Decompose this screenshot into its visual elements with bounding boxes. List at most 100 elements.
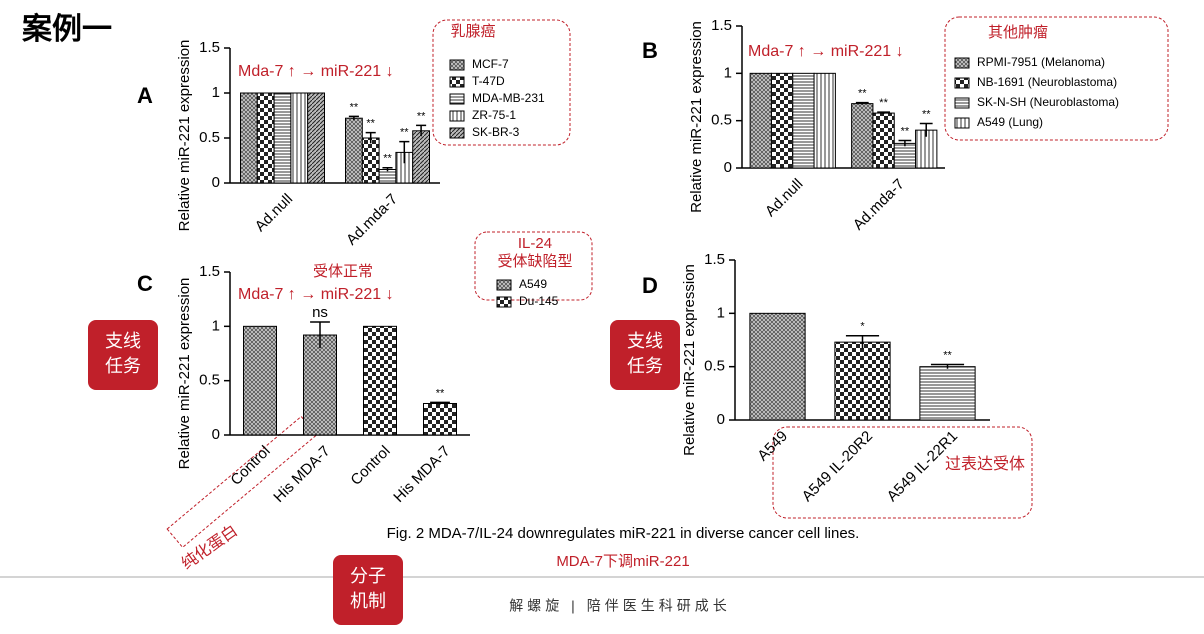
error-bar [877, 111, 890, 115]
bar [378, 169, 397, 184]
panel-label: A [137, 83, 153, 108]
bar [303, 334, 337, 436]
badge-text: 机制 [350, 591, 386, 611]
legend-swatch [449, 59, 465, 71]
error-bar [310, 321, 330, 349]
significance: ** [417, 110, 426, 122]
y-tick-label: 1.5 [199, 263, 220, 280]
legend-label: ZR-75-1 [472, 108, 516, 122]
bar [893, 142, 917, 169]
badge-text: 支线 [627, 331, 663, 351]
y-tick-label: 1 [724, 64, 732, 81]
significance: * [860, 321, 865, 333]
legend-title: 乳腺癌 [450, 23, 495, 40]
bar [240, 92, 258, 184]
error-bar [365, 131, 376, 144]
badge-text: 分子 [350, 566, 386, 586]
y-tick-label: 0 [717, 411, 725, 428]
legend-swatch [449, 110, 465, 122]
y-tick-label: 1 [717, 304, 725, 321]
bar [813, 72, 836, 169]
x-tick-label: Ad.null [252, 191, 296, 235]
badge-text: 任务 [627, 356, 663, 376]
x-tick-label: His MDA-7 [390, 443, 453, 506]
note-frame [772, 426, 1033, 519]
bar [749, 312, 806, 421]
x-tick-label: Control [227, 443, 273, 489]
legend-swatch [449, 76, 465, 88]
y-tick-label: 0 [724, 159, 732, 176]
bar [273, 92, 292, 184]
x-tick-label: Ad.mda-7 [850, 176, 908, 234]
legend-label: RPMI-7951 (Melanoma) [977, 55, 1105, 69]
y-tick-label: 0.5 [711, 112, 732, 129]
legend-label: A549 [519, 277, 547, 291]
y-tick-label: 1.5 [199, 39, 220, 56]
significance: ** [922, 108, 931, 120]
panel-label: C [137, 271, 153, 296]
significance: ** [901, 125, 910, 137]
x-tick-label: Ad.null [762, 176, 806, 220]
legend-frame [474, 231, 593, 301]
legend-label: A549 (Lung) [977, 115, 1043, 129]
legend-swatch [954, 77, 970, 89]
error-bar [430, 401, 450, 405]
y-tick-label: 1 [212, 84, 220, 101]
bar [792, 72, 815, 169]
bar [872, 112, 895, 169]
subcaption: MDA-7下调miR-221 [556, 553, 689, 570]
bar [345, 117, 363, 184]
significance: ** [943, 349, 952, 361]
y-axis-label: Relative miR-221 expression [688, 21, 705, 213]
note: 纯化蛋白 [178, 522, 241, 573]
legend-label: SK-N-SH (Neuroblastoma) [977, 95, 1119, 109]
bar [363, 325, 397, 436]
annotation: Mda-7 ↑ → miR-221 ↓ [748, 43, 904, 60]
note: 过表达受体 [945, 455, 1025, 473]
annotation: Mda-7 ↑ → miR-221 ↓ [238, 286, 394, 303]
error-bar [898, 139, 912, 147]
y-tick-label: 0.5 [199, 129, 220, 146]
bar [307, 92, 326, 184]
caption: Fig. 2 MDA-7/IL-24 downregulates miR-221… [387, 525, 860, 542]
bar [290, 92, 309, 184]
y-axis-label: Relative miR-221 expression [681, 264, 698, 456]
significance: ns [312, 304, 328, 321]
bar [770, 72, 794, 169]
significance: ** [366, 118, 375, 130]
badge-text: 支线 [105, 331, 141, 351]
legend-label: SK-BR-3 [472, 125, 520, 139]
bar [243, 325, 277, 436]
error-bar [855, 101, 869, 105]
bar [851, 103, 874, 169]
error-bar [930, 363, 965, 369]
error-bar [919, 122, 933, 137]
bar [361, 137, 380, 184]
badge [610, 320, 680, 390]
legend-title: IL-24 [518, 235, 552, 252]
y-axis-label: Relative miR-221 expression [176, 40, 193, 232]
x-tick-label: Control [347, 443, 393, 489]
annotation: Mda-7 ↑ → miR-221 ↓ [238, 63, 394, 80]
bar [256, 92, 275, 184]
badge-text: 任务 [105, 356, 141, 376]
significance: ** [350, 101, 359, 113]
y-tick-label: 1.5 [704, 251, 725, 268]
significance: ** [383, 153, 392, 165]
legend-label: MDA-MB-231 [472, 91, 545, 105]
legend-label: T-47D [472, 74, 505, 88]
badge [88, 320, 158, 390]
x-tick-label: Ad.mda-7 [343, 191, 401, 249]
error-bar [845, 334, 880, 349]
y-tick-label: 0 [212, 174, 220, 191]
significance: ** [436, 387, 445, 399]
legend-label: MCF-7 [472, 57, 509, 71]
significance: ** [858, 88, 867, 100]
bar [423, 402, 457, 436]
legend-swatch [954, 97, 970, 109]
error-bar [348, 115, 359, 120]
legend-swatch [449, 93, 465, 105]
badge [333, 555, 403, 625]
legend-swatch [496, 279, 512, 291]
